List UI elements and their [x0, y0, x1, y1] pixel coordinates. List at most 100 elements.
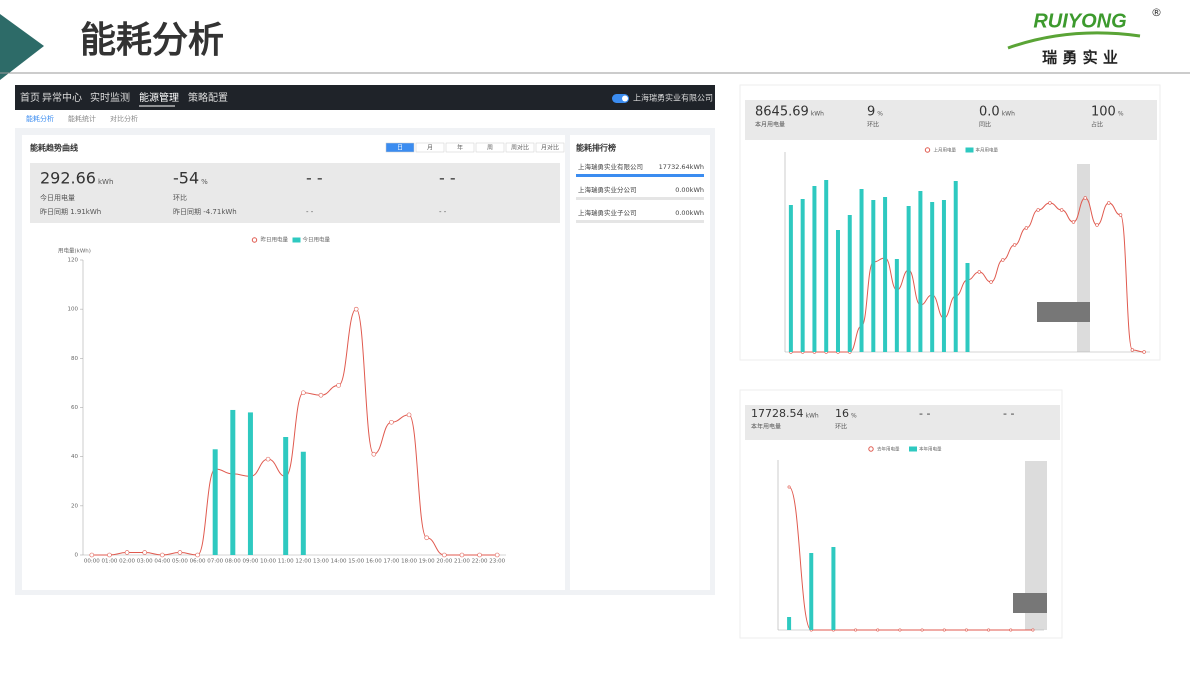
- period-button[interactable]: [415, 142, 445, 153]
- stat-unit: kWh: [811, 111, 824, 118]
- stat-label: 同比: [979, 121, 991, 129]
- stat-label: 今日用电量: [40, 193, 75, 202]
- stat-unit: %: [201, 178, 208, 186]
- legend-label: 去年用电量: [877, 446, 900, 453]
- bar: [787, 617, 792, 630]
- line-point: [406, 412, 412, 418]
- x-tick-label: 18:00: [401, 559, 417, 565]
- x-tick-label: 08:00: [225, 559, 241, 565]
- stat-value: 16: [835, 407, 849, 420]
- stat-value: 17728.54: [751, 407, 804, 420]
- line-point: [195, 552, 200, 558]
- line-point: [1009, 628, 1013, 632]
- y-tick-label: 120: [68, 258, 79, 264]
- stats-box: [745, 405, 1060, 440]
- line-point: [1142, 350, 1146, 354]
- stat-sub: 昨日同期 -4.71kWh: [173, 207, 237, 216]
- line-point: [459, 552, 465, 558]
- period-button[interactable]: [535, 142, 565, 153]
- x-tick-label: 00:00: [84, 559, 100, 565]
- panel-title: 能耗趋势曲线: [30, 143, 78, 153]
- period-label: 日: [397, 145, 403, 152]
- bar: [894, 259, 899, 352]
- period-button[interactable]: [385, 142, 415, 153]
- stat-label: 环比: [867, 121, 879, 129]
- ranking-panel: [570, 135, 710, 590]
- x-tick-label: 21:00: [454, 559, 470, 565]
- bar: [871, 200, 876, 352]
- line-point: [1001, 258, 1005, 262]
- x-tick-label: 06:00: [190, 559, 206, 565]
- ranking-name: 上海瑞勇实业分公司: [578, 185, 637, 194]
- stat-sub: - -: [306, 208, 314, 216]
- stat-value: - -: [439, 169, 456, 188]
- legend-label: 昨日用电量: [261, 236, 289, 244]
- line-point: [1083, 196, 1087, 200]
- stat-value: 9: [867, 105, 875, 120]
- period-button[interactable]: [505, 142, 535, 153]
- stat-unit: kWh: [98, 178, 113, 186]
- stat-sub: - -: [439, 208, 447, 216]
- ranking-value: 0.00kWh: [675, 186, 704, 194]
- period-label: 年: [457, 144, 463, 152]
- stat-sub: 昨日同期 1.91kWh: [40, 207, 101, 216]
- bar: [247, 412, 253, 555]
- ranking-title: 能耗排行榜: [576, 143, 616, 153]
- period-button[interactable]: [475, 142, 505, 153]
- y-axis-label: 用电量(kWh): [58, 247, 91, 255]
- x-tick-label: 02:00: [119, 559, 135, 565]
- line-point: [989, 280, 993, 284]
- x-tick-label: 17:00: [384, 559, 400, 565]
- hover-band: [1025, 461, 1047, 630]
- x-tick-label: 03:00: [137, 559, 153, 565]
- line-point: [1048, 201, 1052, 205]
- x-tick-label: 07:00: [207, 559, 223, 565]
- bar: [300, 451, 306, 555]
- tab: 对比分析: [110, 114, 138, 123]
- bar: [788, 205, 793, 352]
- line-point: [424, 535, 429, 541]
- line-point: [1024, 226, 1029, 230]
- line-point: [442, 552, 447, 558]
- stats-box: [30, 163, 560, 223]
- line-point: [124, 550, 130, 555]
- hover-band: [1077, 164, 1090, 352]
- line-point: [389, 419, 394, 425]
- ranking-bar: [576, 220, 704, 223]
- line-point: [318, 392, 324, 398]
- stat-value: 100: [1091, 105, 1116, 120]
- x-tick-label: 12:00: [295, 559, 311, 565]
- line-point: [177, 550, 183, 555]
- tooltip: [1013, 593, 1047, 613]
- nav-item: 实时监测: [90, 91, 130, 104]
- line-point: [1059, 208, 1064, 212]
- stat-unit: %: [1118, 111, 1124, 118]
- ranking-bar: [576, 197, 704, 200]
- line-point: [964, 628, 968, 632]
- line-point: [942, 628, 946, 632]
- line-point: [353, 306, 359, 312]
- x-tick-label: 11:00: [278, 559, 294, 565]
- ranking-value: 0.00kWh: [675, 209, 704, 217]
- logo-swoosh: [1007, 31, 1141, 50]
- stat-label: 环比: [835, 423, 847, 431]
- bar: [941, 200, 946, 352]
- x-tick-label: 01:00: [102, 559, 118, 565]
- bar: [283, 437, 289, 555]
- bar: [831, 547, 836, 630]
- period-label: 月对比: [541, 144, 559, 152]
- period-button[interactable]: [445, 142, 475, 153]
- line-point: [89, 552, 95, 558]
- period-label: 周对比: [511, 144, 529, 152]
- legend-label: 今日用电量: [303, 236, 331, 244]
- bar: [953, 181, 958, 352]
- line-point: [977, 270, 981, 274]
- bar: [835, 230, 840, 352]
- line-point: [371, 451, 377, 457]
- stats-box: [745, 100, 1157, 140]
- line-point: [920, 628, 924, 632]
- legend-swatch: [965, 147, 974, 153]
- stat-label: 环比: [173, 193, 187, 202]
- line-point: [787, 485, 791, 489]
- period-label: 周: [487, 145, 493, 152]
